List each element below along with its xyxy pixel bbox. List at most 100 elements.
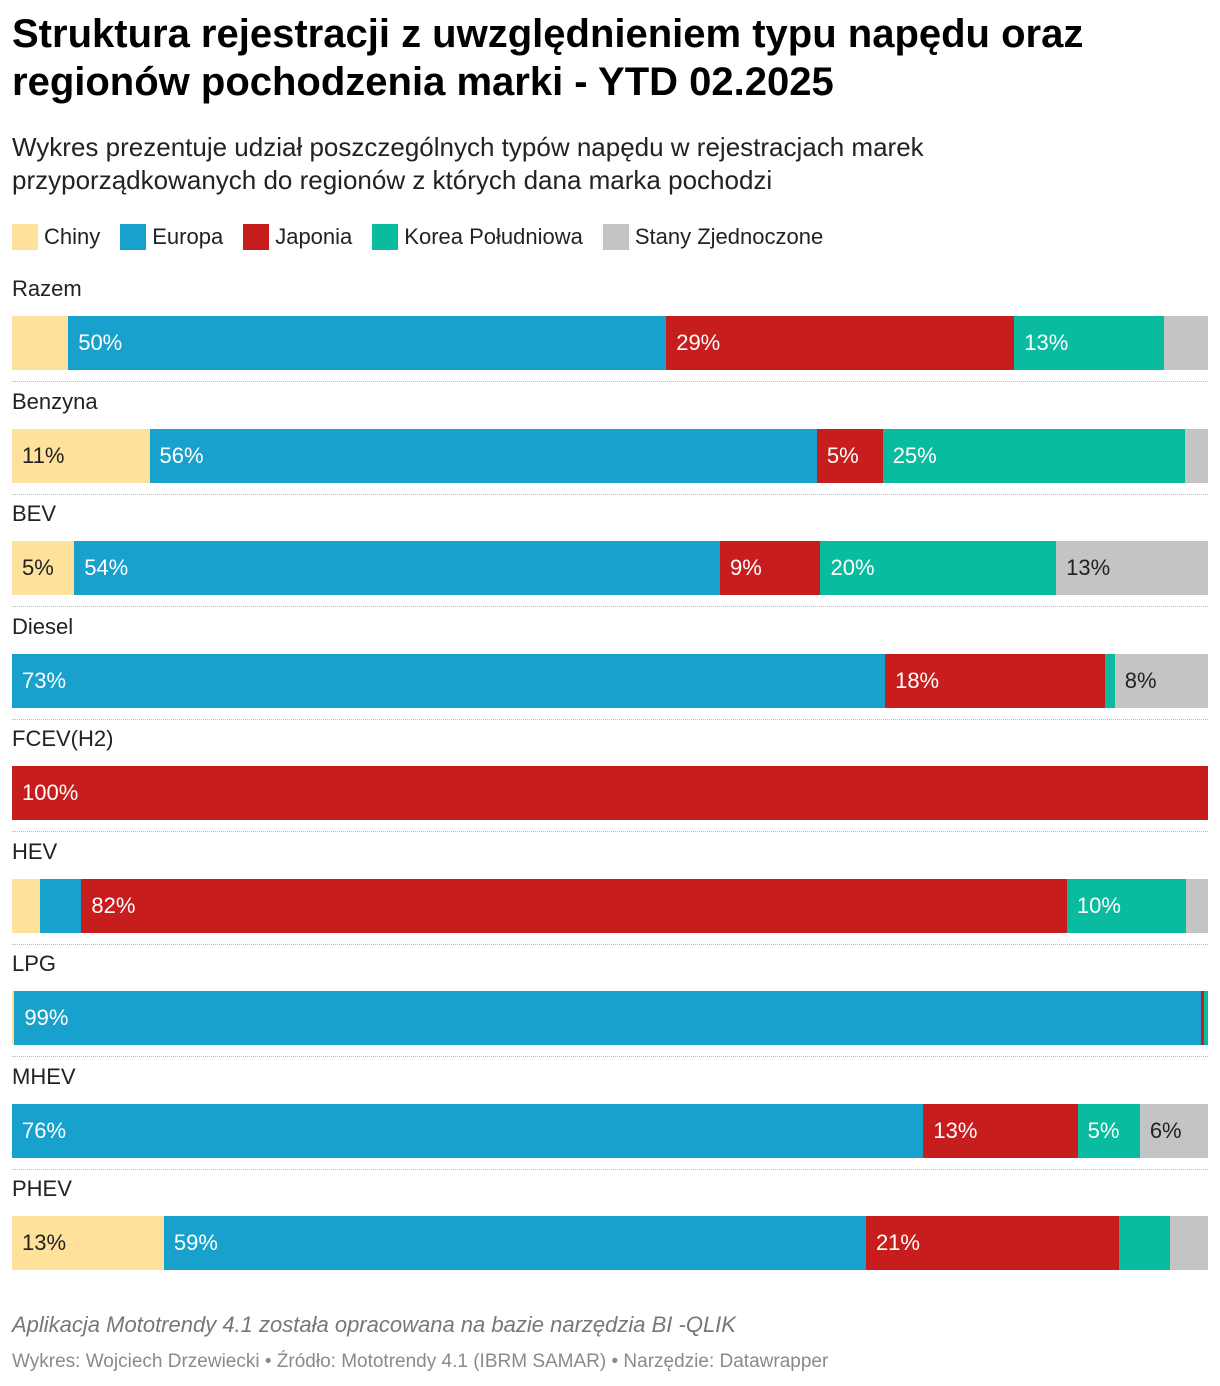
data-label: 9% (730, 555, 762, 580)
bar-segment-lpg-japonia (1200, 991, 1205, 1045)
data-label: 5% (1087, 1117, 1120, 1143)
bar-segment-razem-stany-zjednoczone (1163, 316, 1208, 370)
legend-swatch (602, 224, 629, 250)
bar-segment-benzyna-korea-poludniowa: 25% (882, 428, 1186, 483)
bar-segment-hev-chiny (12, 878, 40, 933)
bar-segment-benzyna-japonia: 5% (816, 428, 883, 483)
bar-benzyna: 11% 56% 5% 25% (12, 428, 1208, 483)
bar-segment-diesel-stany-zjednoczone: 8% (1114, 653, 1208, 708)
data-label: 82% (91, 892, 136, 918)
row-divider (12, 1056, 1208, 1057)
data-label: 21% (875, 1230, 920, 1255)
data-label: 11% (22, 442, 65, 468)
row-label-fcev-h2: FCEV(H2) (12, 726, 114, 751)
bar-segment-diesel-europa: 73% (12, 653, 886, 708)
data-label: 13% (933, 1117, 978, 1143)
bar-segment-razem-chiny (12, 316, 69, 370)
bar-segment-lpg-korea-poludniowa (1204, 991, 1208, 1045)
bar-segment-benzyna-chiny: 11% (12, 428, 150, 483)
bar-segment-hev-japonia: 82% (81, 878, 1067, 933)
bar-segment-diesel-japonia: 18% (885, 653, 1106, 708)
bar-segment-mhev-europa: 76% (12, 1103, 924, 1158)
bar-segment-mhev-stany-zjednoczone: 6% (1139, 1103, 1208, 1158)
bar-segment-fcev-h2-japonia: 100% (12, 766, 1208, 820)
legend-label: Korea Południowa (404, 224, 583, 249)
chart-byline: Wykres: Wojciech Drzewiecki • Źródło: Mo… (12, 1351, 829, 1372)
bar-segment-razem-korea-poludniowa: 13% (1014, 316, 1164, 370)
row-label-benzyna: Benzyna (12, 388, 98, 414)
row-label-diesel: Diesel (12, 613, 74, 639)
bar-lpg: 99% (12, 991, 1208, 1045)
data-label: 50% (78, 330, 123, 355)
row-label-bev: BEV (12, 501, 57, 526)
data-label: 100% (22, 780, 79, 805)
bar-segment-bev-korea-poludniowa: 20% (820, 541, 1057, 595)
legend-swatch (12, 224, 38, 250)
row-label-mhev: MHEV (12, 1063, 76, 1089)
data-label: 59% (173, 1230, 218, 1255)
bar-segment-benzyna-europa: 56% (149, 428, 817, 483)
bar-segment-lpg-chiny (12, 991, 15, 1045)
legend-label: Stany Zjednoczone (634, 224, 824, 249)
data-label: 54% (84, 555, 129, 580)
data-label: 13% (1024, 330, 1069, 355)
bar-diesel: 73% 18% 8% (12, 653, 1208, 708)
row-divider (12, 1168, 1208, 1170)
data-label: 25% (892, 442, 937, 468)
data-label: 20% (830, 555, 875, 580)
data-label: 13% (22, 1230, 67, 1255)
legend-label: Japonia (275, 224, 353, 249)
bar-bev: 5% 54% 9% 20% 13% (12, 541, 1208, 595)
data-label: 76% (22, 1117, 67, 1143)
data-label: 99% (24, 1005, 69, 1030)
data-label: 13% (1066, 555, 1111, 580)
data-label: 5% (22, 555, 54, 580)
row-divider (12, 493, 1208, 495)
bar-razem: 50% 29% 13% (12, 316, 1208, 370)
bar-segment-bev-japonia: 9% (720, 541, 821, 595)
data-label: 5% (826, 442, 859, 468)
legend-item-chiny: Chiny (12, 224, 100, 250)
data-label: 18% (895, 667, 940, 693)
row-divider (12, 943, 1208, 945)
row-label-lpg: LPG (12, 951, 57, 976)
legend-label: Europa (152, 224, 224, 249)
row-divider (12, 831, 1208, 832)
row-label-razem: Razem (12, 276, 82, 301)
bar-segment-phev-stany-zjednoczone (1169, 1216, 1208, 1270)
bar-segment-bev-chiny: 5% (12, 541, 75, 595)
bar-segment-phev-europa: 59% (163, 1216, 866, 1270)
chart-subtitle: Wykres prezentuje udział poszczególnych … (12, 132, 924, 195)
row-label-hev: HEV (12, 838, 58, 864)
row-divider (12, 606, 1208, 607)
data-label: 8% (1124, 667, 1157, 693)
bar-segment-bev-stany-zjednoczone: 13% (1056, 541, 1208, 595)
legend-swatch (243, 224, 270, 250)
legend-item-korea-poludniowa: Korea Południowa (372, 224, 583, 250)
data-label: 6% (1149, 1117, 1182, 1143)
chart-notes: Aplikacja Mototrendy 4.1 została opracow… (12, 1312, 736, 1337)
legend-item-stany-zjednoczone: Stany Zjednoczone (602, 224, 824, 250)
bar-segment-hev-stany-zjednoczone (1186, 878, 1208, 933)
legend-swatch (120, 224, 147, 250)
legend-swatch (372, 224, 399, 250)
bar-segment-lpg-europa: 99% (14, 991, 1201, 1045)
bar-segment-phev-korea-poludniowa (1119, 1216, 1170, 1270)
bar-segment-benzyna-stany-zjednoczone (1185, 428, 1208, 483)
row-divider (12, 381, 1208, 382)
bar-mhev: 76% 13% 5% 6% (12, 1103, 1208, 1158)
legend-label: Chiny (44, 224, 101, 249)
bar-segment-bev-europa: 54% (74, 541, 721, 595)
bar-fcev-h2: 100% (12, 766, 1208, 820)
legend-item-europa: Europa (120, 224, 223, 250)
bar-hev: 82% 10% (12, 878, 1208, 933)
data-label: 73% (22, 667, 67, 693)
bar-segment-razem-europa: 50% (68, 316, 667, 370)
legend-item-japonia: Japonia (243, 224, 352, 250)
bar-segment-razem-japonia: 29% (666, 316, 1015, 370)
bar-segment-hev-korea-poludniowa: 10% (1066, 878, 1187, 933)
bar-segment-mhev-japonia: 13% (923, 1103, 1078, 1158)
bar-segment-diesel-korea-poludniowa (1105, 653, 1115, 708)
bar-segment-phev-japonia: 21% (865, 1216, 1120, 1270)
